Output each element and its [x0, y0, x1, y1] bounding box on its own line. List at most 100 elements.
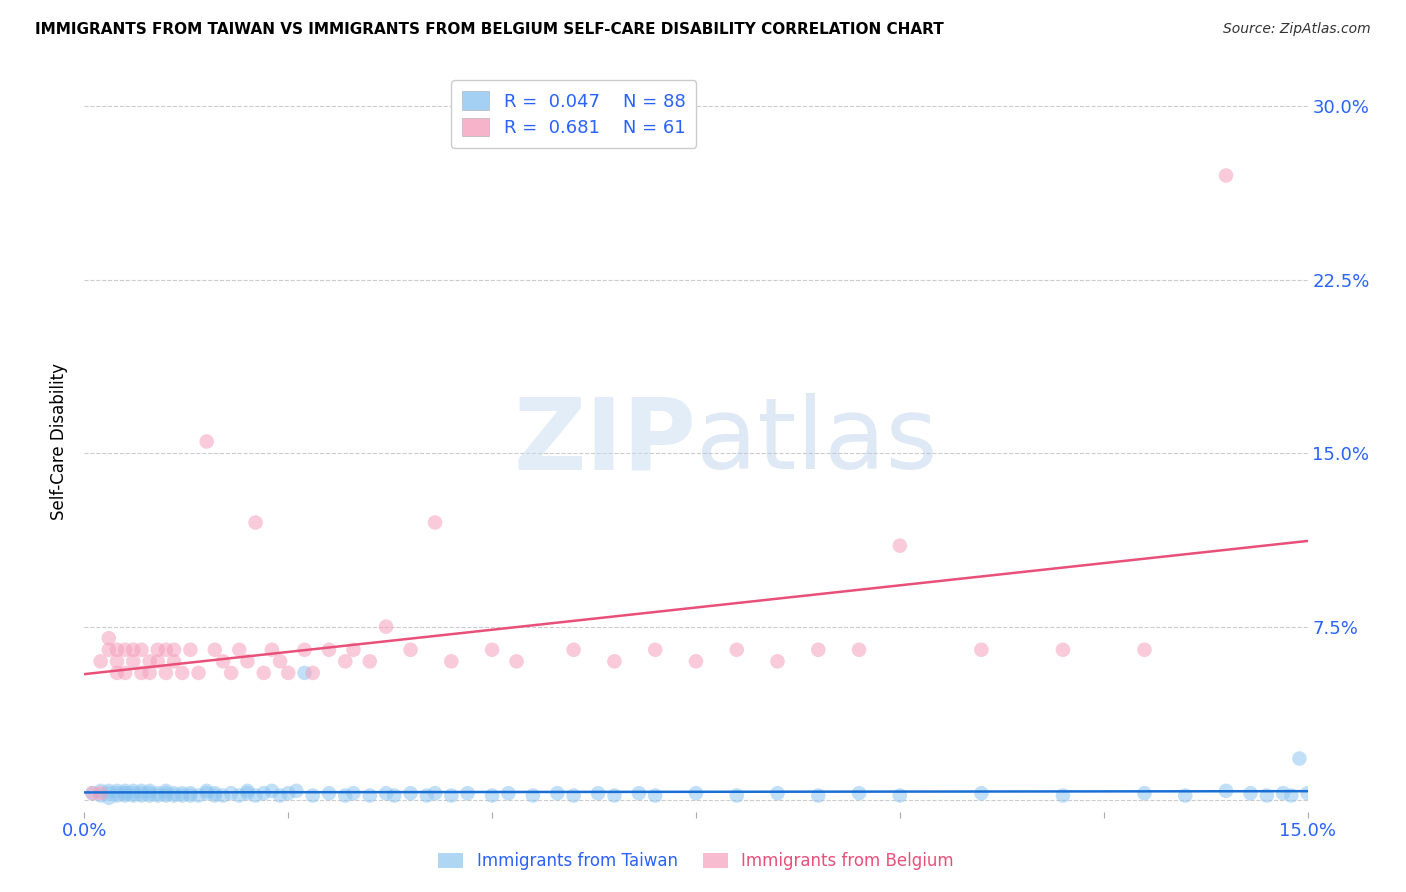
Point [889, 789, 911, 803]
Point [848, 642, 870, 657]
Point [146, 642, 169, 657]
Point [970, 786, 993, 800]
Point [90, 784, 112, 798]
Point [212, 654, 235, 668]
Legend: Immigrants from Taiwan, Immigrants from Belgium: Immigrants from Taiwan, Immigrants from … [439, 852, 953, 870]
Point [155, 665, 177, 680]
Point [138, 665, 160, 680]
Point [163, 789, 186, 803]
Point [114, 642, 136, 657]
Point [382, 789, 405, 803]
Point [155, 642, 177, 657]
Point [97, 642, 120, 657]
Point [1215, 169, 1237, 183]
Point [335, 789, 357, 803]
Point [204, 786, 226, 800]
Point [1256, 789, 1278, 803]
Point [440, 654, 463, 668]
Point [114, 789, 136, 803]
Point [236, 786, 259, 800]
Point [245, 789, 267, 803]
Point [440, 789, 463, 803]
Point [685, 786, 707, 800]
Point [114, 784, 136, 798]
Point [522, 789, 544, 803]
Point [889, 539, 911, 553]
Point [807, 789, 830, 803]
Point [1288, 751, 1310, 765]
Text: IMMIGRANTS FROM TAIWAN VS IMMIGRANTS FROM BELGIUM SELF-CARE DISABILITY CORRELATI: IMMIGRANTS FROM TAIWAN VS IMMIGRANTS FRO… [35, 22, 943, 37]
Point [481, 789, 503, 803]
Point [342, 786, 364, 800]
Point [219, 786, 242, 800]
Point [725, 642, 748, 657]
Point [155, 789, 177, 803]
Point [105, 654, 128, 668]
Point [219, 665, 242, 680]
Point [1239, 786, 1261, 800]
Point [562, 789, 585, 803]
Point [1052, 642, 1074, 657]
Text: ZIP: ZIP [513, 393, 696, 490]
Point [725, 789, 748, 803]
Point [1174, 789, 1197, 803]
Point [212, 789, 235, 803]
Point [269, 789, 291, 803]
Point [155, 784, 177, 798]
Point [228, 789, 250, 803]
Point [416, 789, 439, 803]
Point [114, 786, 136, 800]
Point [179, 786, 201, 800]
Point [131, 786, 153, 800]
Point [603, 789, 626, 803]
Point [269, 654, 291, 668]
Point [294, 665, 316, 680]
Point [1296, 786, 1319, 800]
Point [644, 789, 666, 803]
Point [335, 654, 357, 668]
Point [131, 784, 153, 798]
Point [172, 789, 194, 803]
Point [105, 642, 128, 657]
Point [138, 654, 160, 668]
Point [285, 784, 308, 798]
Point [546, 786, 568, 800]
Point [970, 642, 993, 657]
Point [105, 789, 128, 803]
Point [146, 786, 169, 800]
Point [146, 654, 169, 668]
Point [122, 654, 145, 668]
Point [1133, 786, 1156, 800]
Point [204, 789, 226, 803]
Point [114, 786, 136, 800]
Point [277, 665, 299, 680]
Point [163, 786, 186, 800]
Point [172, 665, 194, 680]
Point [399, 642, 422, 657]
Point [122, 786, 145, 800]
Point [146, 789, 169, 803]
Point [562, 642, 585, 657]
Point [318, 642, 340, 657]
Point [1052, 789, 1074, 803]
Point [204, 642, 226, 657]
Point [359, 789, 381, 803]
Point [82, 786, 104, 800]
Point [375, 620, 398, 634]
Point [187, 665, 209, 680]
Point [97, 790, 120, 805]
Point [90, 654, 112, 668]
Point [1133, 642, 1156, 657]
Point [375, 786, 398, 800]
Point [260, 784, 283, 798]
Point [172, 786, 194, 800]
Point [807, 642, 830, 657]
Point [766, 786, 789, 800]
Point [155, 786, 177, 800]
Point [163, 654, 186, 668]
Point [195, 784, 218, 798]
Point [644, 642, 666, 657]
Point [228, 642, 250, 657]
Point [481, 642, 503, 657]
Point [122, 789, 145, 803]
